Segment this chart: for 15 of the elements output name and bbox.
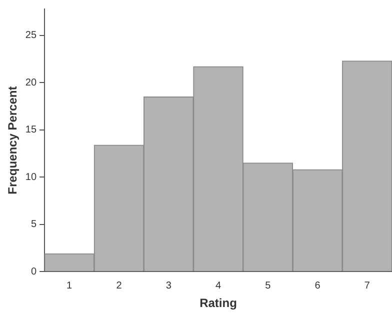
y-tick-label: 10 — [25, 172, 37, 183]
x-axis-title: Rating — [200, 296, 237, 310]
y-tick-label: 0 — [30, 266, 37, 278]
y-axis-title: Frequency Percent — [6, 86, 20, 194]
y-tick-label: 5 — [30, 219, 37, 230]
y-tick-label: 20 — [25, 77, 37, 88]
x-tick-label: 3 — [166, 280, 172, 292]
x-tick-label: 1 — [66, 280, 73, 292]
x-tick-label: 4 — [215, 280, 222, 292]
x-tick-label: 7 — [364, 280, 370, 292]
x-tick-label: 2 — [116, 280, 122, 292]
y-tick-label: 25 — [25, 30, 37, 42]
y-tick-label: 15 — [25, 124, 37, 136]
x-tick-label: 5 — [265, 280, 272, 292]
x-tick-label: 6 — [314, 280, 321, 292]
